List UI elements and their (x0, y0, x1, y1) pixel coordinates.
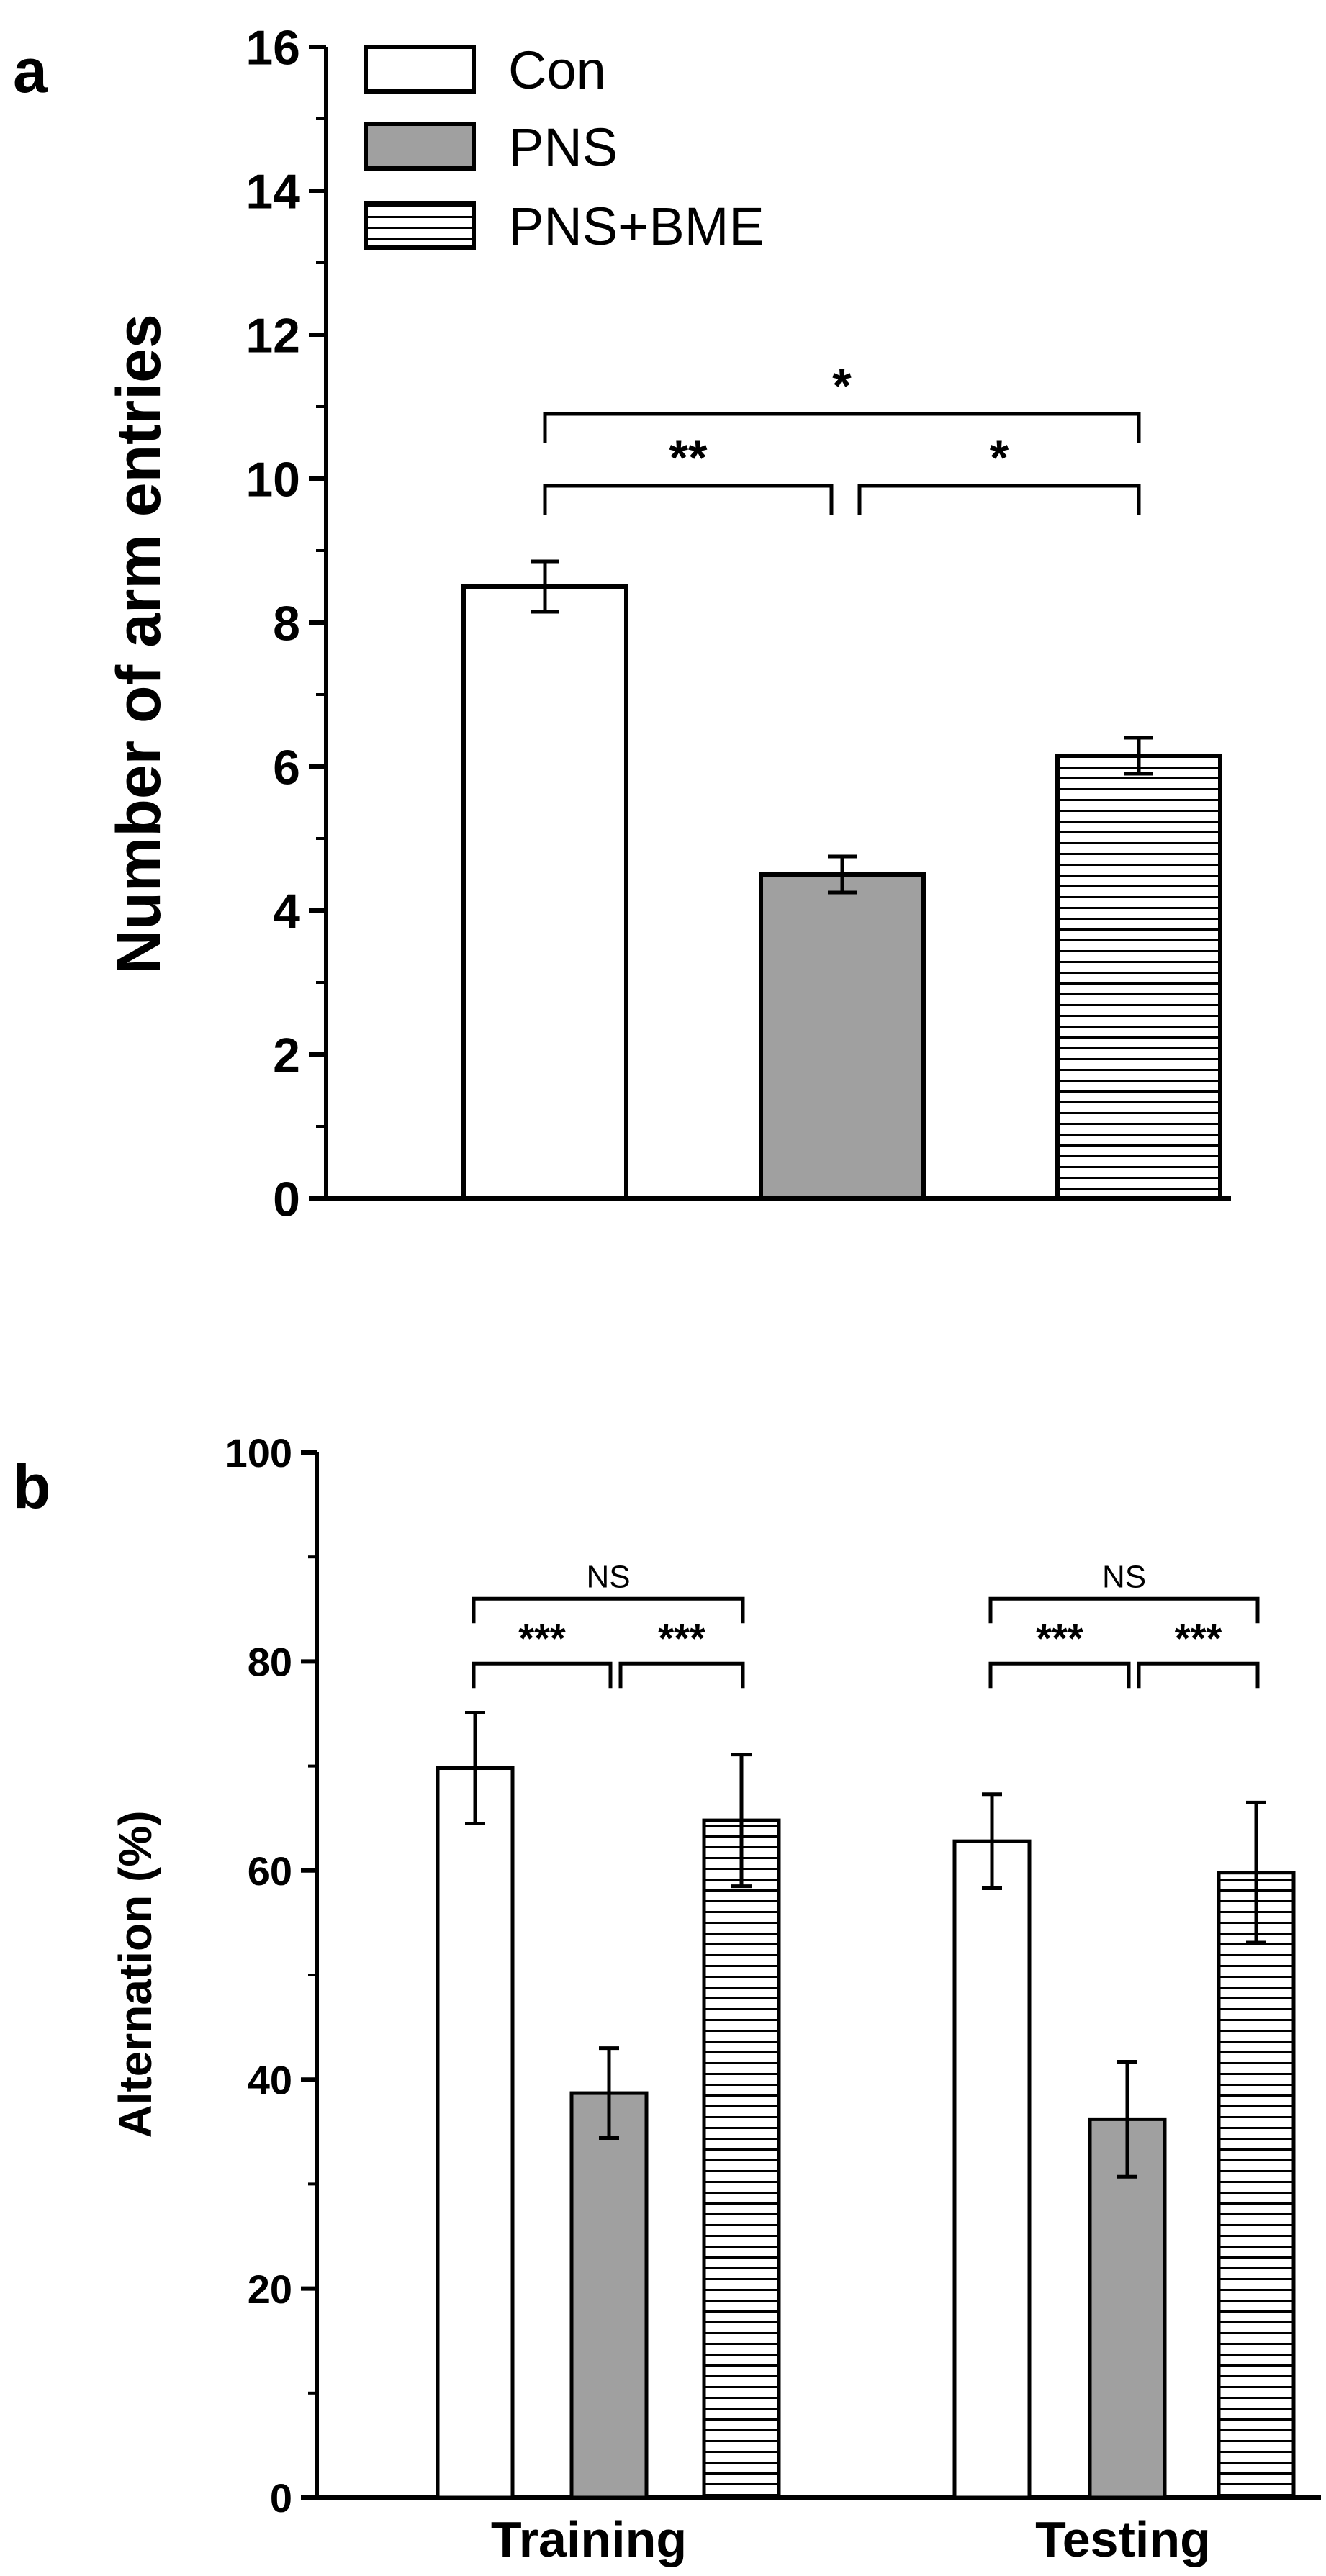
bar-con-testing (952, 1839, 1032, 2500)
panel-b-y-axis-label: Alternation (%) (109, 1810, 161, 2138)
panel-b-significance-bracket (1137, 1661, 1260, 1689)
panel-a-significance-bracket (857, 484, 1141, 515)
panel-a-significance-label: ** (669, 430, 708, 485)
panel-a-y-tick-label: 4 (273, 884, 300, 939)
panel-b-significance-label: NS (586, 1559, 630, 1594)
panel-a-significance-label: * (990, 430, 1009, 485)
panel-b-bars (436, 1711, 1296, 2500)
panel-b-significance-bracket (988, 1596, 1260, 1624)
legend-label-pns: PNS (508, 117, 618, 177)
legend-swatch-pns-bme (364, 201, 476, 250)
panel-a-y-axis-label: Number of arm entries (104, 314, 173, 975)
bar-pns-training (569, 2091, 649, 2500)
legend-label-pns-bme: PNS+BME (508, 196, 765, 256)
panel-a-y-tick-label: 6 (273, 740, 300, 795)
legend-swatch-pns (364, 122, 476, 171)
panel-b-significance-label: *** (658, 1615, 705, 1660)
panel-a-y-tick-label: 14 (245, 164, 300, 219)
panel-b-significance-label: *** (1175, 1615, 1222, 1660)
panel-a-y-axis: 0 2 4 6 8 10 12 14 16 (245, 20, 1231, 1226)
panel-a-bars (461, 559, 1222, 1201)
panel-a-y-tick-label: 16 (245, 20, 300, 75)
panel-a-significance-bracket (543, 484, 834, 515)
panel-b-significance-label: *** (518, 1615, 566, 1660)
panel-a-annotations: ** ** (543, 358, 1141, 515)
bar-pns-testing (1088, 2117, 1167, 2500)
panel-b-significance-label: *** (1036, 1615, 1083, 1660)
panel-b-significance-bracket (472, 1661, 613, 1689)
panel-b-significance-bracket (618, 1661, 745, 1689)
bar-con (461, 584, 628, 1201)
bar-pns-bme (1055, 754, 1222, 1201)
x-tick-label-testing: Testing (1035, 2511, 1211, 2567)
panel-b-y-tick-label: 100 (225, 1430, 292, 1475)
bar-con-training (436, 1766, 515, 2500)
panel-a-y-tick-label: 8 (273, 596, 300, 651)
panel-b-y-tick-label: 40 (248, 2057, 292, 2102)
panel-b-y-tick-label: 20 (248, 2267, 292, 2312)
panel-b-annotations: *** *** NS *** *** NS (472, 1559, 1260, 1689)
panel-b-label: b (13, 1452, 51, 1522)
legend-swatch-con (364, 45, 476, 94)
panel-a-y-tick-label: 0 (273, 1172, 300, 1226)
panel-b-significance-bracket (472, 1596, 745, 1624)
panel-b-y-tick-label: 0 (270, 2475, 292, 2521)
panel-b-significance-label: NS (1102, 1559, 1146, 1594)
x-tick-label-training: Training (491, 2511, 687, 2567)
legend-item-pns: PNS (364, 117, 618, 177)
panel-b-significance-bracket (988, 1661, 1131, 1689)
legend-item-con: Con (364, 40, 606, 100)
panel-a-label: a (13, 37, 48, 106)
panel-a-significance-bracket (543, 412, 1141, 443)
panel-a-y-tick-label: 2 (273, 1028, 300, 1083)
panel-a-significance-label: * (832, 358, 852, 413)
legend-label-con: Con (508, 40, 606, 100)
panel-b-y-tick-label: 80 (248, 1640, 292, 1685)
legend-item-pns-bme: PNS+BME (364, 196, 765, 256)
panel-a-y-tick-label: 12 (245, 308, 300, 363)
legend: Con PNS PNS+BME (364, 40, 765, 256)
bar-pns-bme-training (702, 1818, 781, 2500)
bar-pns-bme-testing (1217, 1871, 1296, 2500)
bar-pns (759, 872, 926, 1201)
panel-a-y-tick-label: 10 (245, 452, 300, 507)
panel-b-y-tick-label: 60 (248, 1848, 292, 1894)
